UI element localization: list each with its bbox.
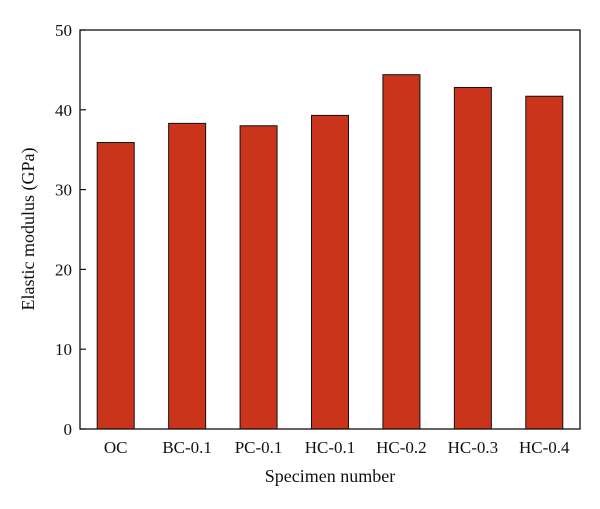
bar-hc-0-2 [382,74,421,430]
y-tick-label: 40 [55,101,72,120]
plot-frame [79,29,581,430]
x-tick-label: HC-0.2 [376,438,427,457]
x-tick-label: HC-0.4 [519,438,570,457]
y-axis-title: Elastic modulus (GPa) [18,148,39,311]
bar-hc-0-1 [311,114,349,430]
x-tick-label: HC-0.3 [448,438,499,457]
bar-hc-0-4 [525,95,564,430]
x-axis-title: Specimen number [265,466,395,486]
x-tick-label: OC [104,438,128,457]
y-tick-label: 10 [55,340,72,359]
x-tick-label: PC-0.1 [235,438,283,457]
y-tick-label: 20 [55,260,72,279]
bar-hc-0-3 [453,86,492,430]
ticks-layer: OC BC-0.1 PC-0.1 HC-0.1 HC-0.2 HC-0.3 HC-0.4 0 1… [55,21,570,457]
y-tick-label: 30 [55,181,72,200]
bar-oc [96,142,135,430]
y-tick-label: 0 [64,420,73,439]
y-tick-label: 50 [55,21,72,40]
x-tick-label: HC-0.1 [305,438,356,457]
bar-pc-0-1 [239,125,278,430]
x-tick-label: BC-0.1 [162,438,212,457]
bars-layer [96,74,564,430]
bar-bc-0-1 [168,122,207,430]
